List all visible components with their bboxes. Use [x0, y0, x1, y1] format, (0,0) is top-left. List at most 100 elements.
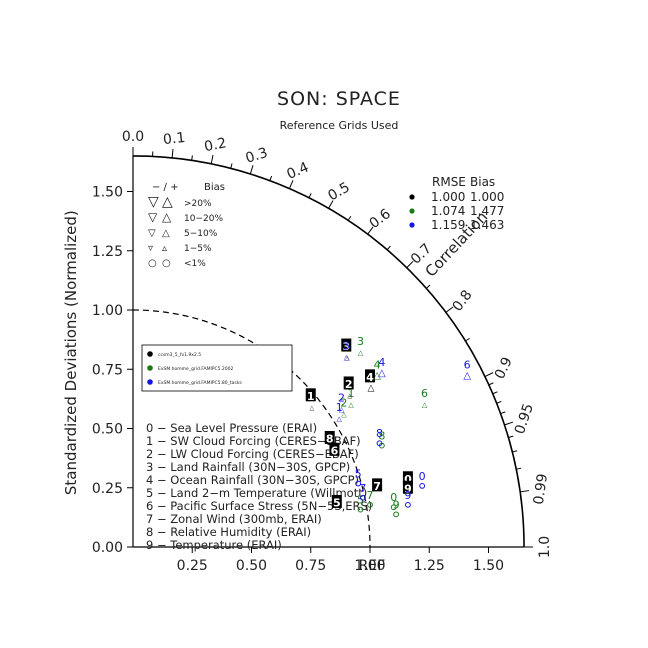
- bias-legend-header-symbols: − / +: [152, 182, 178, 193]
- bias-marker: [357, 506, 364, 513]
- bias-marker: △: [422, 401, 428, 409]
- bias-marker: △: [347, 392, 352, 399]
- variable-legend-item: 4 − Ocean Rainfall (30N−30S, GPCP): [146, 473, 359, 487]
- case-legend-label: ExSM.homme_grid.FAMIPC5.2002: [158, 366, 234, 372]
- bias-value: 1.477: [470, 204, 504, 218]
- bias-marker: [359, 494, 366, 501]
- data-point-marker: [402, 480, 413, 494]
- correlation-tick: [520, 490, 530, 493]
- correlation-tick: [288, 180, 294, 189]
- y-axis-label: Standardized Deviations (Normalized): [62, 210, 80, 495]
- correlation-minor-tick: [488, 382, 494, 386]
- bias-value: 1.463: [470, 218, 504, 232]
- case-legend-dot: [147, 351, 153, 357]
- data-point-label: 3: [342, 340, 350, 353]
- bias-marker: [376, 440, 383, 447]
- correlation-minor-tick: [512, 450, 518, 453]
- correlation-tick-label: 0.3: [244, 145, 270, 167]
- rmse-value: 1.074: [431, 204, 465, 218]
- data-point-label: 0: [419, 470, 426, 483]
- correlation-minor-tick: [308, 193, 312, 199]
- data-point-label: 9: [404, 482, 412, 495]
- data-point-label: 1: [348, 387, 355, 400]
- variable-legend-item: 0 − Sea Level Pressure (ERAI): [146, 421, 317, 435]
- correlation-tick-label: 0.5: [325, 179, 352, 204]
- correlation-minor-tick: [191, 155, 193, 161]
- chart-title: SON: SPACE: [277, 88, 401, 110]
- bias-value: 1.000: [470, 190, 504, 204]
- y-tick-label: 0.00: [92, 540, 123, 556]
- case-legend-label: ccsm3_5_fv1.9x2.5: [158, 352, 201, 358]
- y-tick-label: 1.00: [92, 303, 123, 319]
- bias-marker: [393, 511, 399, 518]
- correlation-minor-tick: [516, 467, 522, 470]
- variable-legend-item: 9 − Temperature (ERAI): [146, 538, 282, 552]
- bias-legend-down-symbol: ▿: [148, 243, 153, 254]
- correlation-tick: [328, 200, 334, 209]
- data-point-label: 8: [326, 432, 334, 445]
- correlation-minor-tick: [425, 284, 431, 289]
- correlation-tick-label: 0.99: [531, 473, 551, 506]
- rmse-header: RMSE: [432, 175, 466, 189]
- correlation-minor-tick: [492, 391, 498, 395]
- bias-legend-label: 10−20%: [184, 214, 223, 224]
- correlation-tick: [406, 260, 414, 269]
- bias-legend-down-symbol: ▽: [148, 210, 158, 224]
- x-tick-label: 0.75: [295, 558, 326, 574]
- data-point-label: 4: [366, 371, 374, 384]
- data-point-label: 2: [345, 378, 353, 391]
- y-tick-label: 1.50: [92, 185, 123, 201]
- bias-legend-up-symbol: △: [162, 228, 170, 239]
- correlation-tick-label: 0.2: [203, 135, 228, 155]
- data-point-marker: [331, 494, 342, 508]
- x-tick-label: 1.50: [473, 558, 504, 574]
- variable-legend-item: 1 − SW Cloud Forcing (CERES−EBAF): [146, 434, 361, 448]
- correlation-tick-label: 0.0: [122, 129, 144, 145]
- correlation-minor-tick: [347, 215, 352, 221]
- case-legend-dot: [147, 379, 153, 385]
- correlation-tick: [484, 372, 494, 377]
- correlation-tick: [504, 421, 514, 426]
- data-point-label: 2: [340, 396, 347, 409]
- variable-legend-item: 5 − Land 2−m Temperature (Willmott): [146, 486, 367, 500]
- y-tick-label: 0.25: [92, 481, 123, 497]
- data-point-label: 2: [338, 392, 345, 405]
- correlation-tick-label: 0.9: [492, 355, 516, 382]
- bias-legend-label: <1%: [184, 259, 206, 269]
- data-point-label: 1: [307, 390, 315, 403]
- correlation-tick-label: 0.1: [162, 130, 186, 148]
- bias-marker: △: [345, 355, 350, 362]
- correlation-tick: [171, 148, 174, 158]
- data-point-marker: [324, 430, 335, 444]
- y-tick-label: 1.25: [92, 244, 123, 260]
- correlation-minor-tick: [508, 435, 514, 438]
- case-legend-box: [141, 344, 293, 392]
- bias-legend-up-symbol: ○: [162, 258, 171, 269]
- x-tick-label: 0.25: [177, 558, 208, 574]
- bias-marker: △: [348, 401, 354, 409]
- correlation-tick-label: 0.95: [512, 402, 537, 437]
- bias-marker: △: [378, 368, 386, 379]
- bias-marker: [405, 501, 411, 508]
- correlation-tick: [445, 306, 454, 313]
- x-tick-label: 0.50: [236, 558, 267, 574]
- correlation-minor-tick: [269, 175, 273, 181]
- ref-label: REF: [359, 558, 386, 574]
- bias-marker: △: [463, 371, 471, 382]
- correlation-tick-label: 0.8: [450, 287, 476, 314]
- case-legend-label: ExSM.homme_grid.FAMIPC5.80_tasks: [158, 380, 242, 386]
- data-point-label: 6: [331, 444, 339, 457]
- variable-legend-item: 8 − Relative Humidity (ERAI): [146, 525, 311, 539]
- correlation-minor-tick: [500, 411, 506, 415]
- x-tick-label: 1.25: [414, 558, 445, 574]
- bias-marker: △: [309, 404, 314, 411]
- correlation-tick: [249, 165, 254, 175]
- bias-marker: [419, 483, 426, 489]
- bias-header: Bias: [470, 175, 495, 189]
- chart-subtitle: Reference Grids Used: [279, 119, 399, 132]
- rmse-table-dot: [409, 194, 415, 200]
- correlation-tick-label: 1.0: [537, 536, 553, 558]
- data-point-label: 5: [355, 468, 362, 481]
- correlation-tick-label: 0.4: [284, 159, 311, 183]
